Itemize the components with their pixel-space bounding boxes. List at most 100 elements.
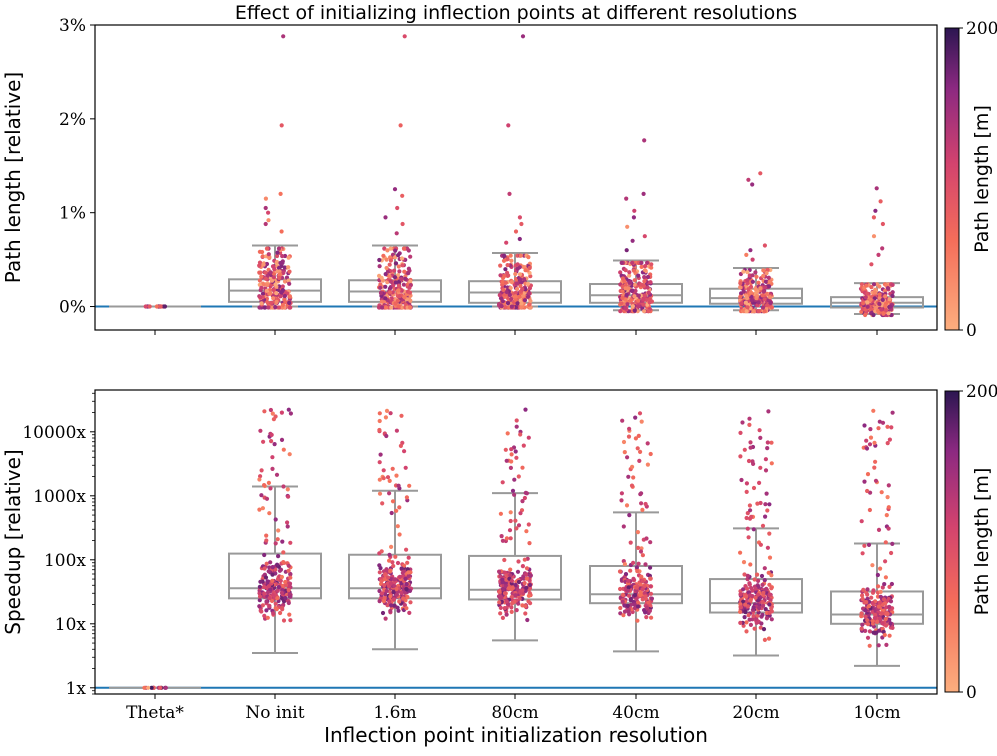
strip-point xyxy=(738,281,743,286)
strip-point xyxy=(513,449,518,454)
strip-point xyxy=(761,273,766,279)
y-tick: 0% xyxy=(59,298,95,318)
strip-point xyxy=(270,466,275,471)
strip-point-outlier xyxy=(400,221,405,227)
strip-point xyxy=(514,418,519,423)
strip-point xyxy=(760,612,765,618)
strip-point-outlier xyxy=(874,186,879,191)
strip-point xyxy=(763,468,769,473)
strip-point xyxy=(864,446,870,451)
strip-point xyxy=(503,581,508,586)
strip-point xyxy=(272,442,277,447)
strip-point xyxy=(632,282,637,287)
strip-point xyxy=(866,542,872,548)
strip-point xyxy=(275,253,280,259)
strip-point-outlier xyxy=(880,246,885,251)
strip-point xyxy=(640,507,645,512)
strip-point xyxy=(377,570,382,575)
strip-point-outlier xyxy=(748,248,753,253)
strip-point xyxy=(859,611,864,616)
strip-point xyxy=(744,481,750,486)
strip-point xyxy=(264,246,270,251)
strip-point xyxy=(747,581,752,586)
strip-point xyxy=(286,568,291,573)
strip-point xyxy=(263,270,268,275)
strip-point xyxy=(738,294,743,299)
strip-point xyxy=(514,608,519,613)
strip-point xyxy=(633,288,638,293)
strip-point xyxy=(521,264,526,269)
strip-point xyxy=(377,460,382,465)
strip-point xyxy=(498,611,503,616)
strip-point xyxy=(738,285,743,290)
strip-point xyxy=(883,616,888,622)
strip-point xyxy=(888,621,893,626)
strip-point xyxy=(516,559,521,564)
strip-point xyxy=(868,297,873,302)
strip-point xyxy=(273,282,278,287)
plot-frame xyxy=(94,24,938,331)
strip-point xyxy=(753,286,758,292)
strip-point xyxy=(766,409,771,414)
strip-point xyxy=(142,685,147,690)
strip-point xyxy=(278,294,283,299)
strip-point xyxy=(889,425,894,430)
strip-point xyxy=(500,280,505,285)
strip-point xyxy=(286,265,291,270)
strip-point-outlier xyxy=(383,215,388,220)
strip-point xyxy=(746,287,751,292)
strip-point xyxy=(397,269,402,274)
strip-point xyxy=(520,499,525,504)
strip-point xyxy=(275,562,280,567)
strip-point xyxy=(259,274,264,279)
strip-point xyxy=(878,566,883,571)
strip-point xyxy=(513,518,518,523)
strip-point xyxy=(876,643,881,648)
strip-point xyxy=(389,510,394,516)
strip-point xyxy=(640,553,646,558)
strip-point xyxy=(865,300,870,305)
strip-point xyxy=(627,426,632,431)
strip-point xyxy=(628,540,633,545)
strip-point xyxy=(523,490,528,495)
strip-point xyxy=(515,286,520,291)
strip-point xyxy=(863,628,868,634)
strip-point xyxy=(748,445,753,450)
strip-point xyxy=(526,255,531,260)
strip-point xyxy=(861,301,866,306)
strip-point xyxy=(390,466,395,471)
strip-point xyxy=(387,558,392,563)
strip-point xyxy=(880,420,886,425)
strip-point xyxy=(764,491,769,496)
strip-point-outlier xyxy=(506,123,511,128)
strip-point xyxy=(762,309,767,314)
strip-point xyxy=(760,523,766,528)
strip-point xyxy=(867,629,873,634)
strip-point xyxy=(522,557,527,562)
strip-point xyxy=(382,595,387,601)
strip-point xyxy=(645,260,650,265)
strip-point xyxy=(287,269,292,274)
strip-point xyxy=(273,601,278,606)
strip-point xyxy=(769,461,774,466)
strip-point xyxy=(766,570,771,575)
strip-point xyxy=(500,480,505,485)
strip-point xyxy=(259,301,264,306)
strip-point xyxy=(769,305,775,310)
strip-point xyxy=(379,549,384,554)
strip-point xyxy=(287,591,292,597)
strip-point xyxy=(273,517,278,522)
strip-point-outlier xyxy=(263,221,268,227)
strip-point xyxy=(769,617,774,622)
strip-point xyxy=(636,298,641,303)
strip-point xyxy=(635,530,641,535)
strip-point-outlier xyxy=(758,171,763,176)
strip-point xyxy=(645,441,650,446)
strip-point xyxy=(505,301,511,306)
strip-point xyxy=(870,600,875,606)
strip-point xyxy=(625,588,630,593)
strip-point xyxy=(388,568,393,573)
strip-point xyxy=(860,622,865,627)
strip-point xyxy=(260,254,265,259)
strip-point xyxy=(281,270,286,275)
